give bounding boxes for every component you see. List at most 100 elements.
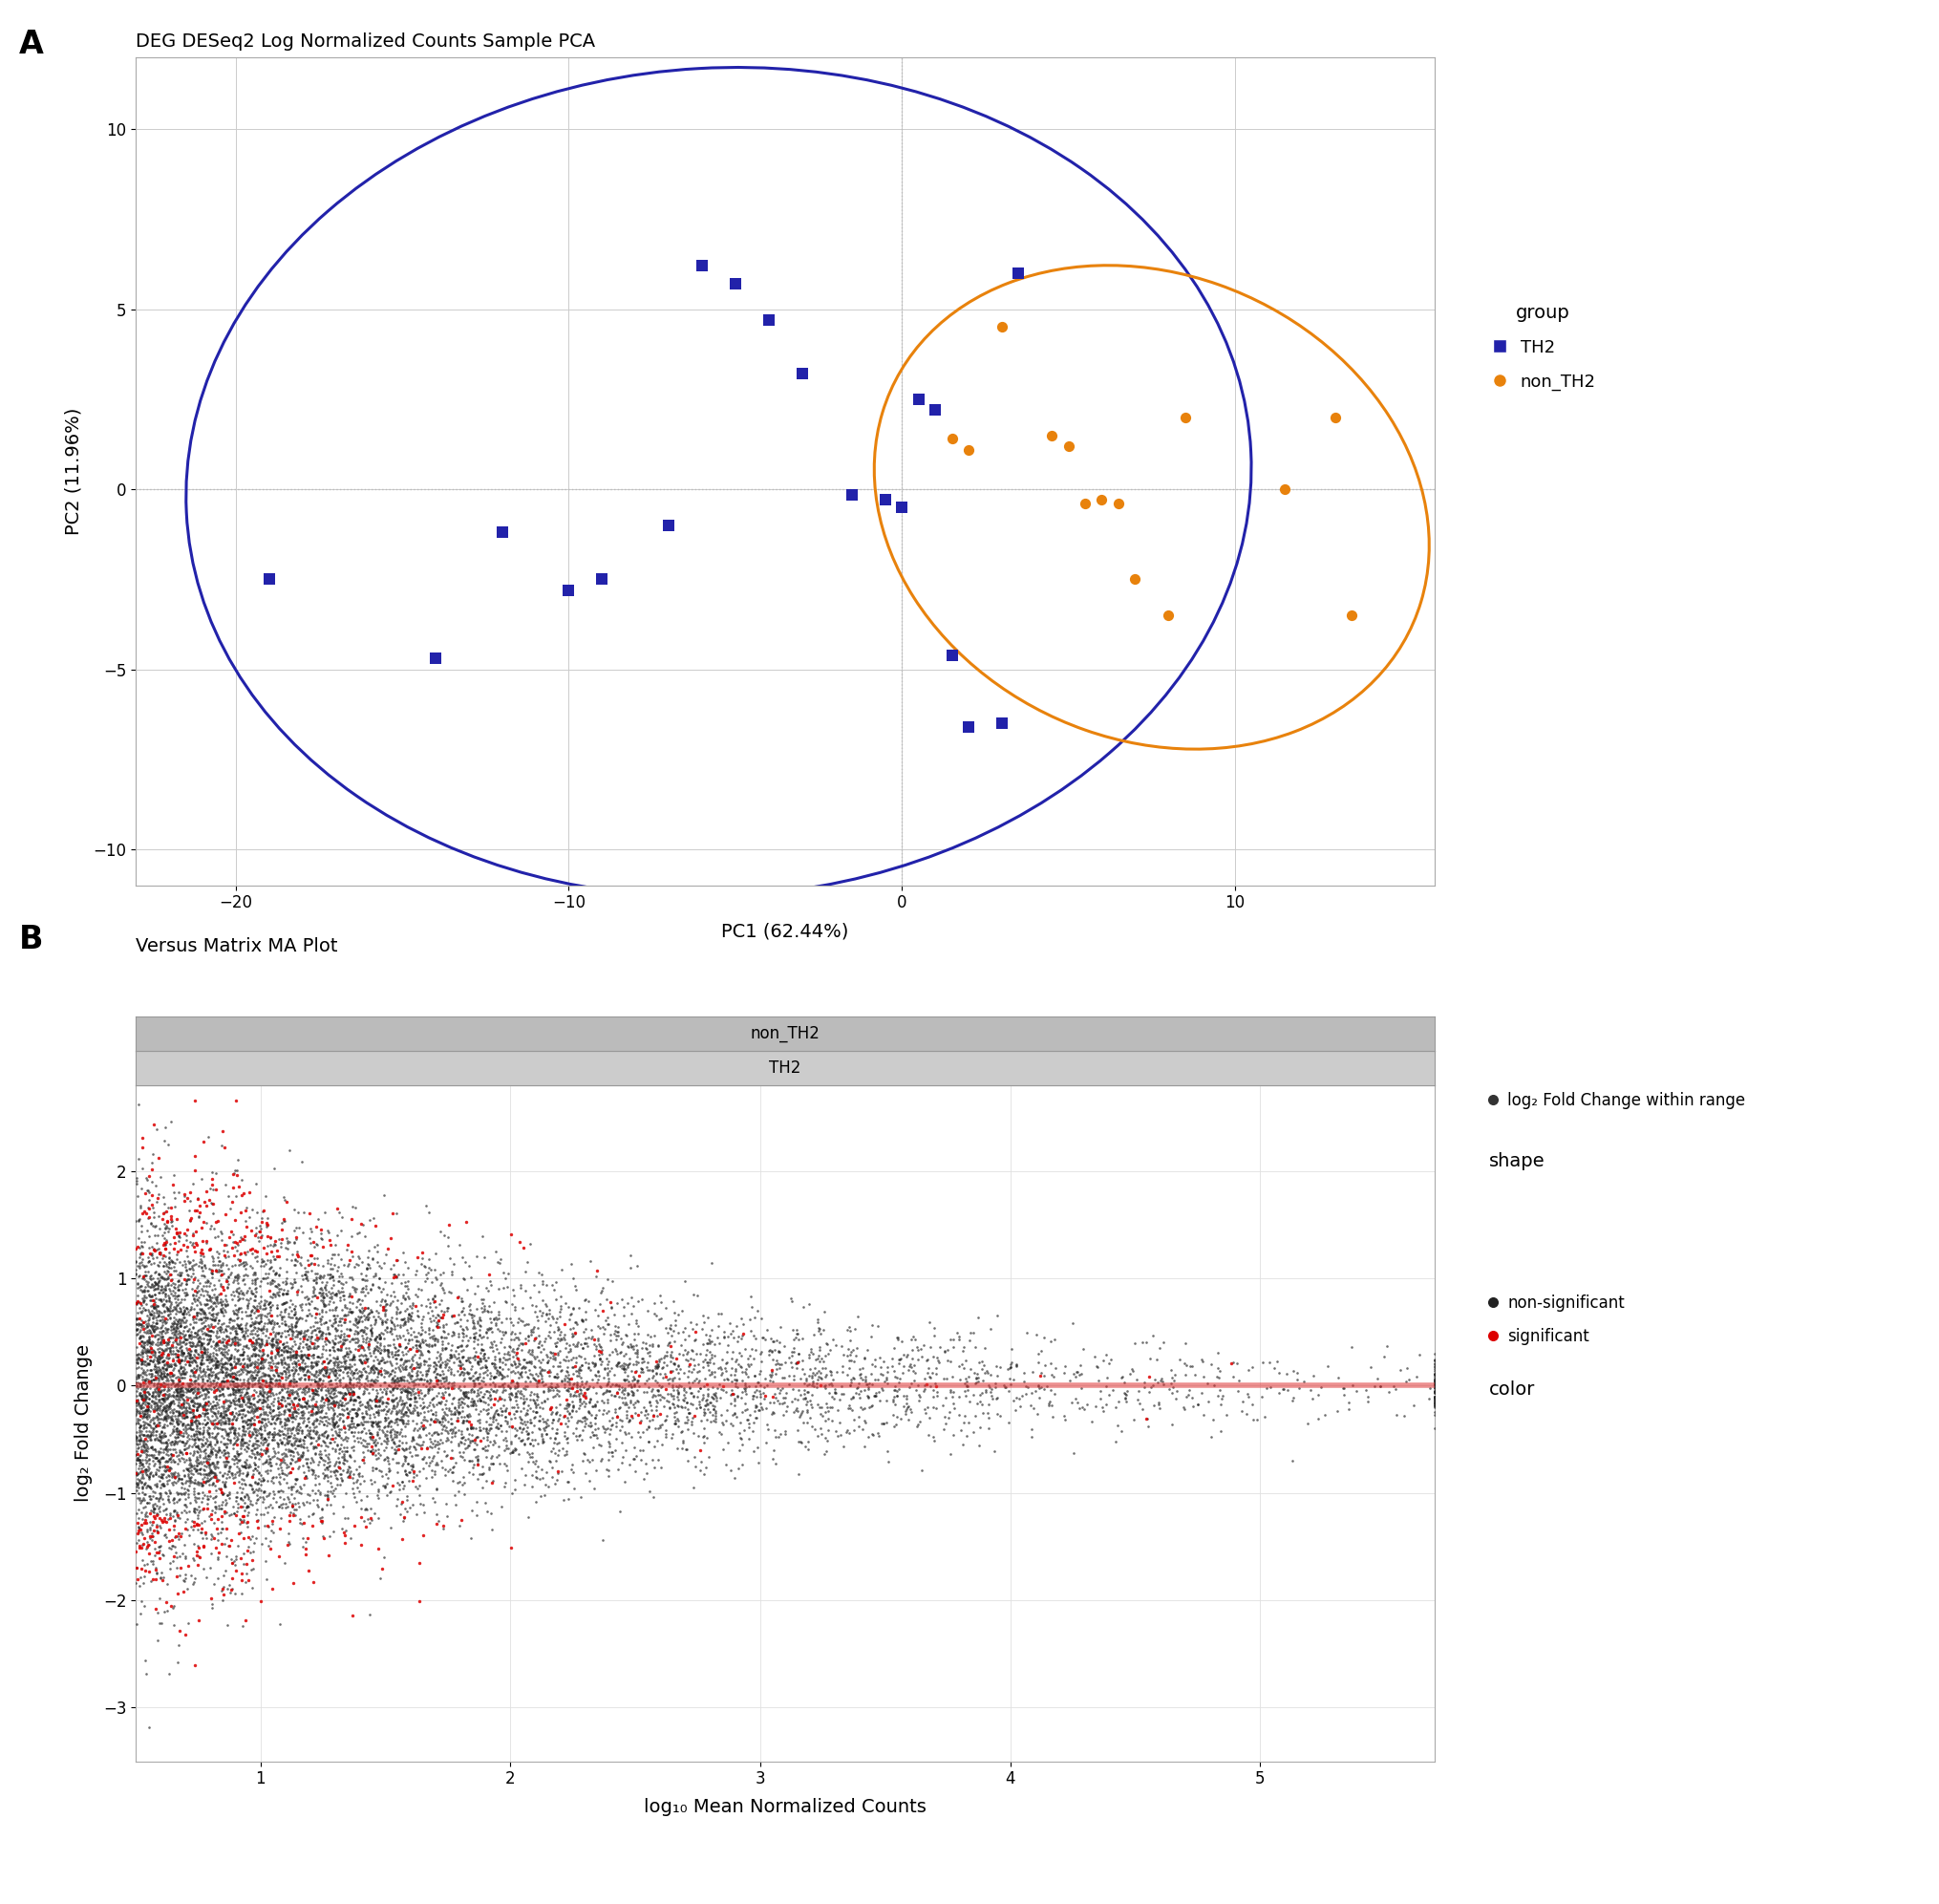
Point (202, 1367, 233, 1398)
Point (229, 1380, 260, 1411)
Point (556, 1373, 588, 1403)
Point (138, 1396, 169, 1426)
Point (326, 1466, 357, 1497)
Point (198, 1377, 229, 1407)
Point (423, 1369, 454, 1399)
Point (500, 1415, 531, 1445)
Point (167, 1378, 198, 1409)
Point (297, 1281, 328, 1312)
Point (297, 1375, 328, 1405)
Point (469, 1350, 500, 1380)
Point (993, 1407, 1024, 1438)
Point (248, 1245, 279, 1276)
Point (318, 1411, 349, 1441)
Point (568, 1439, 599, 1470)
Point (270, 1493, 301, 1523)
Point (432, 1399, 463, 1430)
Point (260, 1363, 291, 1394)
Point (143, 1491, 175, 1521)
Point (328, 1517, 359, 1548)
Point (1419, 1386, 1450, 1417)
Point (163, 1382, 194, 1413)
Point (186, 1312, 217, 1342)
Point (182, 1478, 213, 1508)
Point (1018, 1394, 1049, 1424)
Point (165, 1339, 196, 1369)
Point (1119, 1403, 1150, 1434)
Point (196, 1396, 227, 1426)
Point (444, 1396, 475, 1426)
Point (180, 1464, 211, 1495)
Point (1351, 1375, 1383, 1405)
Point (190, 1226, 221, 1257)
Point (138, 1243, 169, 1274)
Point (244, 1291, 275, 1321)
Point (136, 1392, 167, 1422)
Point (310, 1266, 341, 1297)
Point (533, 1358, 564, 1388)
Point (454, 1401, 485, 1432)
Point (741, 1392, 772, 1422)
Point (677, 1418, 708, 1449)
Point (330, 1333, 361, 1363)
Point (314, 1382, 345, 1413)
Point (291, 1377, 322, 1407)
Point (514, 1354, 545, 1384)
Point (178, 1140, 209, 1171)
Point (461, 1361, 493, 1392)
Point (262, 1279, 293, 1310)
Point (675, 1358, 706, 1388)
Point (175, 1359, 206, 1390)
Point (149, 1272, 180, 1302)
Point (270, 1430, 301, 1460)
Point (320, 1359, 351, 1390)
Point (1026, 1358, 1057, 1388)
Point (314, 1409, 345, 1439)
Point (273, 1405, 304, 1436)
Point (163, 1462, 194, 1493)
Point (603, 1348, 634, 1378)
Point (326, 1430, 357, 1460)
Point (593, 1438, 624, 1468)
Point (192, 1418, 223, 1449)
Point (126, 1449, 157, 1479)
Point (465, 1310, 496, 1340)
Point (225, 1238, 256, 1268)
Point (140, 1403, 171, 1434)
Point (157, 1344, 188, 1375)
Point (180, 1510, 211, 1540)
Point (568, 1403, 599, 1434)
Point (182, 1455, 213, 1485)
Point (332, 1445, 363, 1476)
Point (184, 1418, 215, 1449)
Point (128, 1432, 159, 1462)
Point (386, 1352, 417, 1382)
Point (124, 1369, 155, 1399)
Point (237, 1388, 268, 1418)
Point (312, 1382, 343, 1413)
Point (281, 1401, 312, 1432)
Point (213, 1407, 244, 1438)
Point (535, 1371, 566, 1401)
Point (1024, 1382, 1055, 1413)
Point (204, 1304, 235, 1335)
Point (814, 1392, 845, 1422)
Point (124, 1449, 155, 1479)
Point (149, 1470, 180, 1500)
Point (396, 1384, 427, 1415)
Point (609, 1466, 640, 1497)
Point (192, 1495, 223, 1525)
Point (541, 1445, 572, 1476)
Point (134, 1297, 165, 1327)
Point (679, 1401, 710, 1432)
Point (588, 564, 619, 594)
Point (200, 1476, 231, 1506)
Point (122, 1270, 153, 1300)
Point (142, 1405, 173, 1436)
Point (642, 1401, 673, 1432)
Point (1001, 1350, 1032, 1380)
Point (553, 1422, 584, 1453)
Point (145, 1531, 176, 1561)
Point (209, 1361, 240, 1392)
Point (564, 1420, 595, 1451)
